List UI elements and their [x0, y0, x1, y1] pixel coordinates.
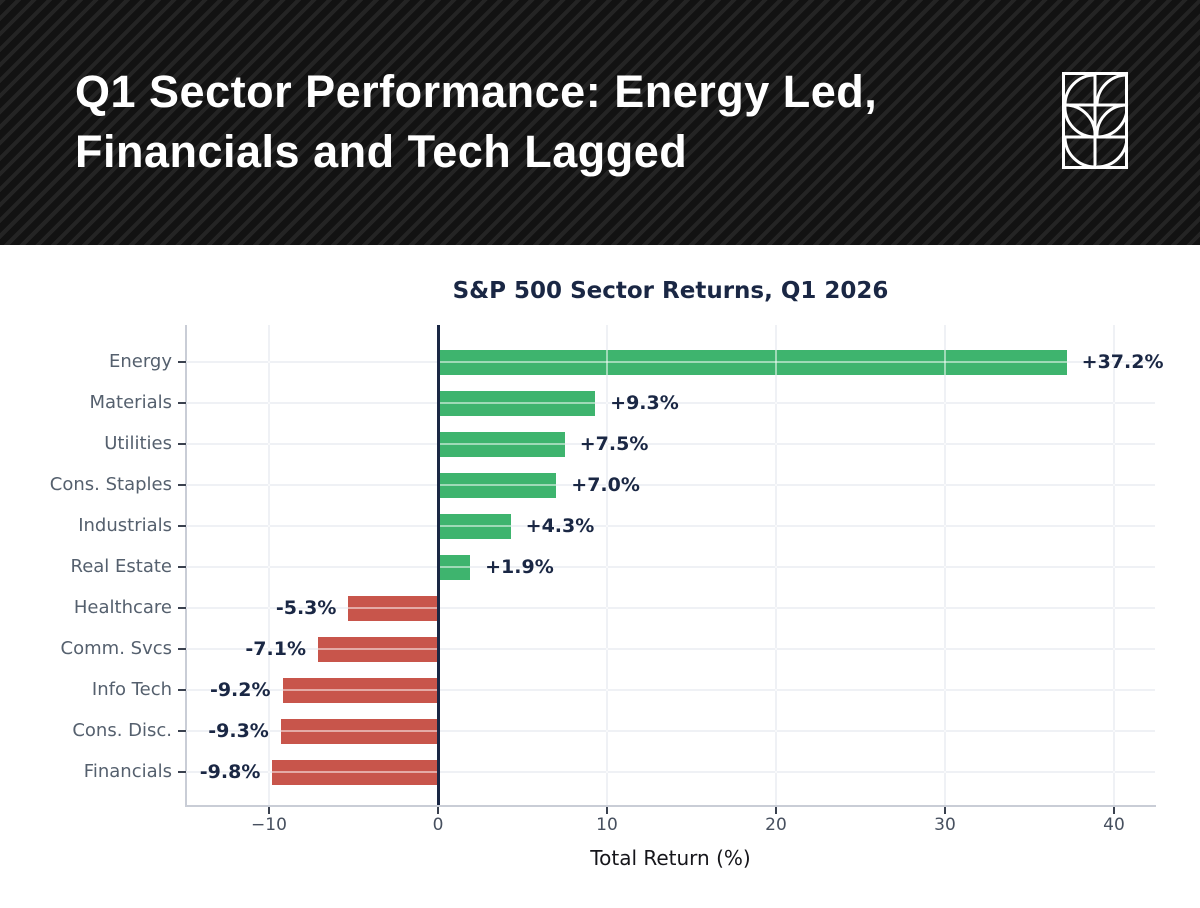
- y-tick-mark: [178, 771, 186, 773]
- x-tick-label: 0: [432, 815, 444, 835]
- value-label: -7.1%: [245, 638, 307, 660]
- zero-line: [437, 325, 440, 805]
- page-title-line2: Financials and Tech Lagged: [75, 126, 688, 177]
- x-axis-label: Total Return (%): [590, 846, 751, 870]
- value-label: -9.8%: [199, 761, 261, 783]
- x-tick-mark: [437, 807, 439, 814]
- y-tick-mark: [178, 689, 186, 691]
- value-label: +37.2%: [1081, 351, 1164, 373]
- x-tick-label: −10: [251, 815, 287, 835]
- page-title: Q1 Sector Performance: Energy Led, Finan…: [75, 62, 877, 182]
- y-tick-mark: [178, 484, 186, 486]
- y-tick-mark: [178, 402, 186, 404]
- x-tick-mark: [606, 807, 608, 814]
- x-tick-label: 20: [765, 815, 787, 835]
- x-tick-label: 30: [934, 815, 956, 835]
- h-gridline-overlay: [186, 484, 1155, 486]
- category-label: Comm. Svcs: [60, 638, 172, 659]
- category-label: Energy: [108, 351, 172, 372]
- h-gridline-overlay: [186, 361, 1155, 363]
- category-label: Financials: [83, 761, 172, 782]
- y-tick-mark: [178, 730, 186, 732]
- y-tick-mark: [178, 525, 186, 527]
- category-label: Cons. Staples: [49, 474, 172, 495]
- y-tick-mark: [178, 361, 186, 363]
- h-gridline-overlay: [186, 443, 1155, 445]
- h-gridline-overlay: [186, 402, 1155, 404]
- category-label: Real Estate: [70, 556, 173, 577]
- value-label: +9.3%: [610, 392, 679, 414]
- v-gridline-overlay: [1113, 325, 1115, 805]
- value-label: +1.9%: [485, 556, 554, 578]
- category-label: Materials: [89, 392, 172, 413]
- v-gridline-overlay: [944, 325, 946, 805]
- value-label: +7.5%: [579, 433, 649, 455]
- x-tick-label: 40: [1103, 815, 1125, 835]
- category-label: Info Tech: [91, 679, 172, 700]
- y-tick-mark: [178, 566, 186, 568]
- x-tick-mark: [1113, 807, 1115, 814]
- value-label: -9.3%: [208, 720, 269, 742]
- h-gridline-overlay: [186, 771, 1155, 773]
- left-spine: [185, 325, 187, 805]
- h-gridline-overlay: [186, 689, 1155, 691]
- h-gridline-overlay: [186, 607, 1155, 609]
- x-tick-mark: [268, 807, 270, 814]
- category-label: Industrials: [78, 515, 172, 536]
- value-label: +4.3%: [525, 515, 595, 537]
- h-gridline-overlay: [186, 566, 1155, 568]
- category-label: Cons. Disc.: [72, 720, 172, 741]
- h-gridline-overlay: [186, 648, 1155, 650]
- category-label: Healthcare: [73, 597, 172, 618]
- chart-title: S&P 500 Sector Returns, Q1 2026: [452, 278, 889, 304]
- value-label: -9.2%: [209, 679, 271, 701]
- quarter-circle-grid-logo-icon: [1062, 72, 1128, 169]
- y-tick-mark: [178, 443, 186, 445]
- header-banner: Q1 Sector Performance: Energy Led, Finan…: [0, 0, 1200, 245]
- v-gridline-overlay: [775, 325, 777, 805]
- x-tick-mark: [944, 807, 946, 814]
- value-label: +7.0%: [571, 474, 640, 496]
- x-tick-mark: [775, 807, 777, 814]
- category-label: Utilities: [104, 433, 172, 454]
- x-tick-label: 10: [596, 815, 618, 835]
- y-tick-mark: [178, 607, 186, 609]
- y-tick-mark: [178, 648, 186, 650]
- value-label: -5.3%: [275, 597, 337, 619]
- h-gridline-overlay: [186, 525, 1155, 527]
- h-gridline-overlay: [186, 730, 1155, 732]
- bottom-spine: [185, 805, 1156, 807]
- v-gridline-overlay: [606, 325, 608, 805]
- v-gridline-overlay: [268, 325, 270, 805]
- page-title-line1: Q1 Sector Performance: Energy Led,: [75, 66, 878, 117]
